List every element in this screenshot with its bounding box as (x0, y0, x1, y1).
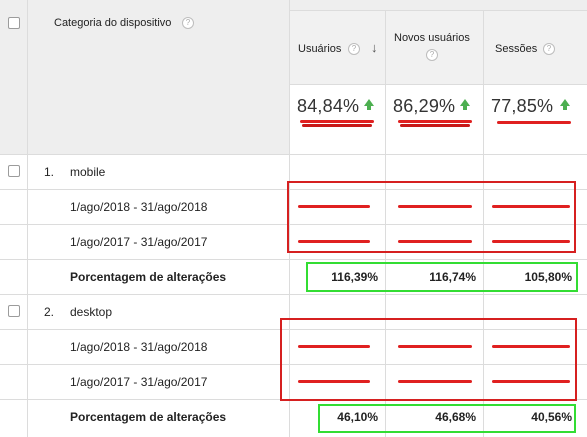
redaction-box (287, 181, 576, 253)
change-users: 46,10% (337, 410, 378, 424)
redaction-mark (298, 205, 370, 208)
help-icon[interactable]: ? (348, 43, 360, 55)
divider (289, 10, 587, 11)
redaction-mark (398, 240, 472, 243)
divider (27, 0, 28, 154)
period-previous: 1/ago/2017 - 31/ago/2017 (70, 375, 208, 389)
help-icon[interactable]: ? (543, 43, 555, 55)
divider (289, 84, 587, 85)
help-icon[interactable]: ? (182, 17, 194, 29)
up-arrow-icon (364, 99, 374, 110)
row-index: 2. (44, 305, 55, 319)
change-sessions: 105,80% (524, 270, 572, 284)
redaction-mark (492, 380, 570, 383)
divider (0, 259, 587, 260)
row-index: 1. (44, 165, 55, 179)
period-current: 1/ago/2018 - 31/ago/2018 (70, 340, 208, 354)
column-new-users-header[interactable]: Novos usuários (394, 32, 470, 44)
change-new-users: 116,74% (429, 270, 476, 284)
redaction-mark (492, 240, 570, 243)
redaction-mark (398, 345, 472, 348)
change-users: 116,39% (331, 270, 378, 284)
device-category-header[interactable]: Categoria do dispositivo (54, 17, 172, 29)
redaction-box (280, 318, 577, 401)
up-arrow-icon (460, 99, 470, 110)
redaction-mark (298, 240, 370, 243)
total-sessions-percent: 77,85% (491, 96, 554, 116)
redaction-mark (492, 345, 570, 348)
highlight-box (306, 262, 578, 292)
redaction-mark (300, 120, 374, 123)
row-device-desktop[interactable]: desktop (70, 305, 113, 319)
divider (0, 294, 587, 295)
redaction-mark (398, 120, 472, 123)
column-sessions-header[interactable]: Sessões (495, 43, 538, 55)
divider (0, 329, 587, 330)
percent-change-label: Porcentagem de alterações (70, 270, 227, 284)
period-current: 1/ago/2018 - 31/ago/2018 (70, 200, 208, 214)
redaction-mark (302, 124, 372, 127)
divider (0, 189, 587, 190)
select-all-checkbox[interactable] (8, 17, 20, 29)
redaction-mark (398, 380, 472, 383)
change-sessions: 40,56% (531, 410, 572, 424)
redaction-mark (497, 121, 571, 124)
metric-header-area (289, 10, 587, 84)
change-new-users: 46,68% (435, 410, 476, 424)
divider (289, 0, 290, 437)
redaction-mark (492, 205, 570, 208)
up-arrow-icon (560, 99, 570, 110)
period-previous: 1/ago/2017 - 31/ago/2017 (70, 235, 208, 249)
divider (483, 10, 484, 437)
row-checkbox[interactable] (8, 305, 20, 317)
redaction-mark (298, 380, 370, 383)
divider (27, 154, 28, 437)
row-checkbox[interactable] (8, 165, 20, 177)
totals-area (289, 84, 587, 154)
divider (385, 10, 386, 437)
total-new-users-percent: 86,29% (393, 96, 456, 116)
sort-descending-icon[interactable]: ↓ (371, 40, 378, 55)
row-device-mobile[interactable]: mobile (70, 165, 106, 179)
help-icon[interactable]: ? (426, 49, 438, 61)
divider (0, 224, 587, 225)
percent-change-label: Porcentagem de alterações (70, 410, 227, 424)
total-users-percent: 84,84% (297, 96, 360, 116)
redaction-mark (298, 345, 370, 348)
redaction-mark (398, 205, 472, 208)
divider (0, 154, 587, 155)
highlight-box (318, 404, 576, 433)
divider (0, 364, 587, 365)
redaction-mark (400, 124, 470, 127)
column-users-header[interactable]: Usuários (298, 43, 342, 55)
